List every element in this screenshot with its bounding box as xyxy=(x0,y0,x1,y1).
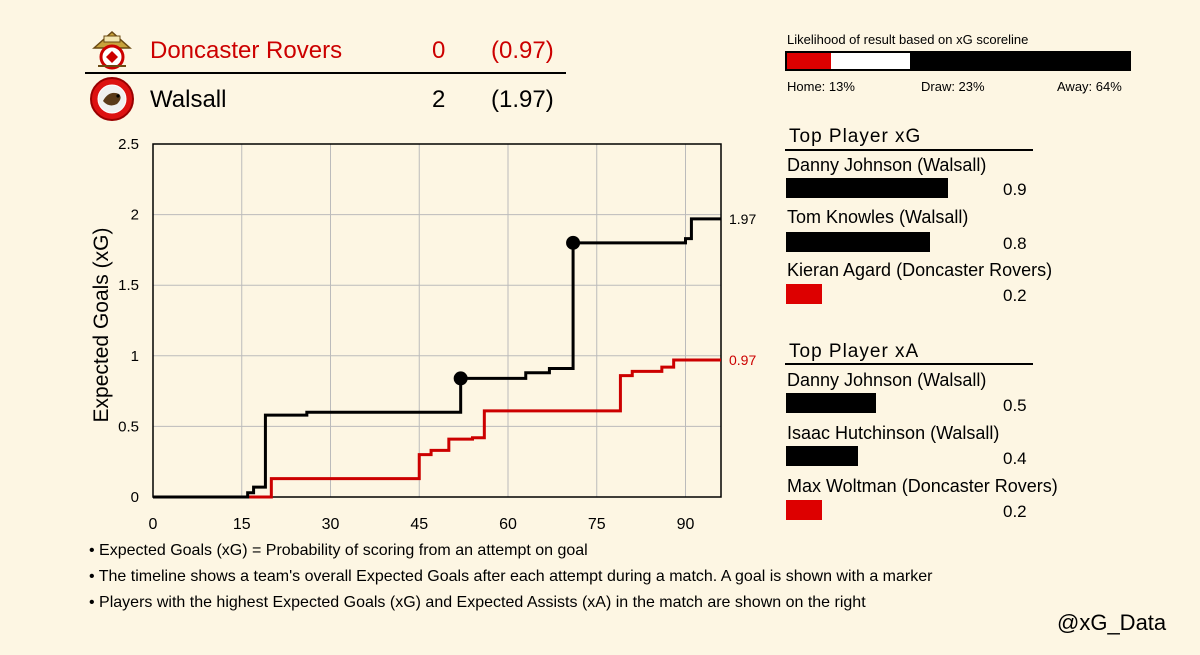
top-xa-title: Top Player xA xyxy=(789,341,920,362)
top-xa-bar xyxy=(786,393,876,413)
note-line: • Players with the highest Expected Goal… xyxy=(89,594,866,611)
top-xg-value: 0.8 xyxy=(1003,234,1027,253)
away-xg: (1.97) xyxy=(491,86,554,113)
x-tick-label: 30 xyxy=(322,516,340,533)
x-tick-label: 90 xyxy=(677,516,695,533)
top-xg-bar xyxy=(786,284,822,304)
series-line xyxy=(153,217,721,499)
top-xg-player-name: Kieran Agard (Doncaster Rovers) xyxy=(787,260,1053,280)
header-divider xyxy=(85,72,566,74)
doncaster-crest-icon xyxy=(92,30,132,70)
likelihood-away-label: Away: 64% xyxy=(1057,79,1122,94)
y-tick-label: 1.5 xyxy=(118,277,139,294)
home-xg: (0.97) xyxy=(491,37,554,64)
top-xg-player-name: Tom Knowles (Walsall) xyxy=(787,207,969,227)
goal-marker xyxy=(566,235,581,250)
likelihood-title: Likelihood of result based on xG scoreli… xyxy=(787,32,1029,47)
y-tick-label: 2.5 xyxy=(118,136,139,153)
top-xg-value: 0.2 xyxy=(1003,286,1027,305)
top-xa-player-name: Isaac Hutchinson (Walsall) xyxy=(787,423,1000,443)
top-xg-value: 0.9 xyxy=(1003,180,1027,199)
series-line xyxy=(153,358,721,499)
chart-series: 0.97 1.97 xyxy=(153,211,756,499)
home-crest xyxy=(88,28,136,72)
note-line: • The timeline shows a team's overall Ex… xyxy=(89,568,933,585)
x-tick-label: 15 xyxy=(233,516,251,533)
y-tick-labels: 0 0.5 1 1.5 2 2.5 xyxy=(118,136,139,506)
x-tick-labels: 0 15 30 45 60 75 90 xyxy=(149,516,695,533)
likelihood-draw-segment xyxy=(831,53,911,69)
series-end-label: 1.97 xyxy=(729,211,756,227)
y-axis-label: Expected Goals (xG) xyxy=(90,228,113,423)
likelihood-draw-label: Draw: 23% xyxy=(921,79,985,94)
away-team-name: Walsall xyxy=(150,86,227,113)
note-line: • Expected Goals (xG) = Probability of s… xyxy=(89,542,588,559)
x-tick-label: 0 xyxy=(149,516,158,533)
y-tick-label: 0.5 xyxy=(118,418,139,435)
top-xa-divider xyxy=(785,363,1033,365)
top-xg-title: Top Player xG xyxy=(789,126,922,147)
top-xa-bar xyxy=(786,446,858,466)
y-tick-label: 2 xyxy=(131,207,139,224)
x-tick-label: 75 xyxy=(588,516,606,533)
walsall-crest-icon xyxy=(90,77,134,121)
home-team-name: Doncaster Rovers xyxy=(150,37,343,64)
series-end-label: 0.97 xyxy=(729,352,756,368)
xg-timeline-chart: 0 0.5 1 1.5 2 2.5 0 15 30 45 60 75 90 0.97 1.97 Expe… xyxy=(90,136,756,533)
top-xg-bar xyxy=(786,178,948,198)
x-tick-label: 60 xyxy=(499,516,517,533)
top-xa-player-name: Danny Johnson (Walsall) xyxy=(787,370,987,390)
likelihood-away-segment xyxy=(910,53,1129,69)
plot-frame xyxy=(152,143,722,498)
goal-marker xyxy=(453,371,468,386)
likelihood-bar xyxy=(785,51,1131,71)
y-tick-label: 0 xyxy=(131,489,139,506)
likelihood-home-segment xyxy=(787,53,832,69)
author-handle: @xG_Data xyxy=(1057,610,1167,635)
top-xa-value: 0.2 xyxy=(1003,502,1027,521)
top-xg-player-name: Danny Johnson (Walsall) xyxy=(787,155,987,175)
away-crest xyxy=(89,76,135,122)
top-xa-value: 0.5 xyxy=(1003,396,1027,415)
chart-grid xyxy=(153,144,721,497)
likelihood-home-label: Home: 13% xyxy=(787,79,855,94)
home-score: 0 xyxy=(432,37,446,64)
x-tick-label: 45 xyxy=(410,516,428,533)
top-xa-bar xyxy=(786,500,822,520)
away-score: 2 xyxy=(432,86,446,113)
top-xa-value: 0.4 xyxy=(1003,449,1027,468)
y-tick-label: 1 xyxy=(131,348,139,365)
top-xg-divider xyxy=(785,149,1033,151)
top-xg-bar xyxy=(786,232,930,252)
top-xa-player-name: Max Woltman (Doncaster Rovers) xyxy=(787,476,1058,496)
